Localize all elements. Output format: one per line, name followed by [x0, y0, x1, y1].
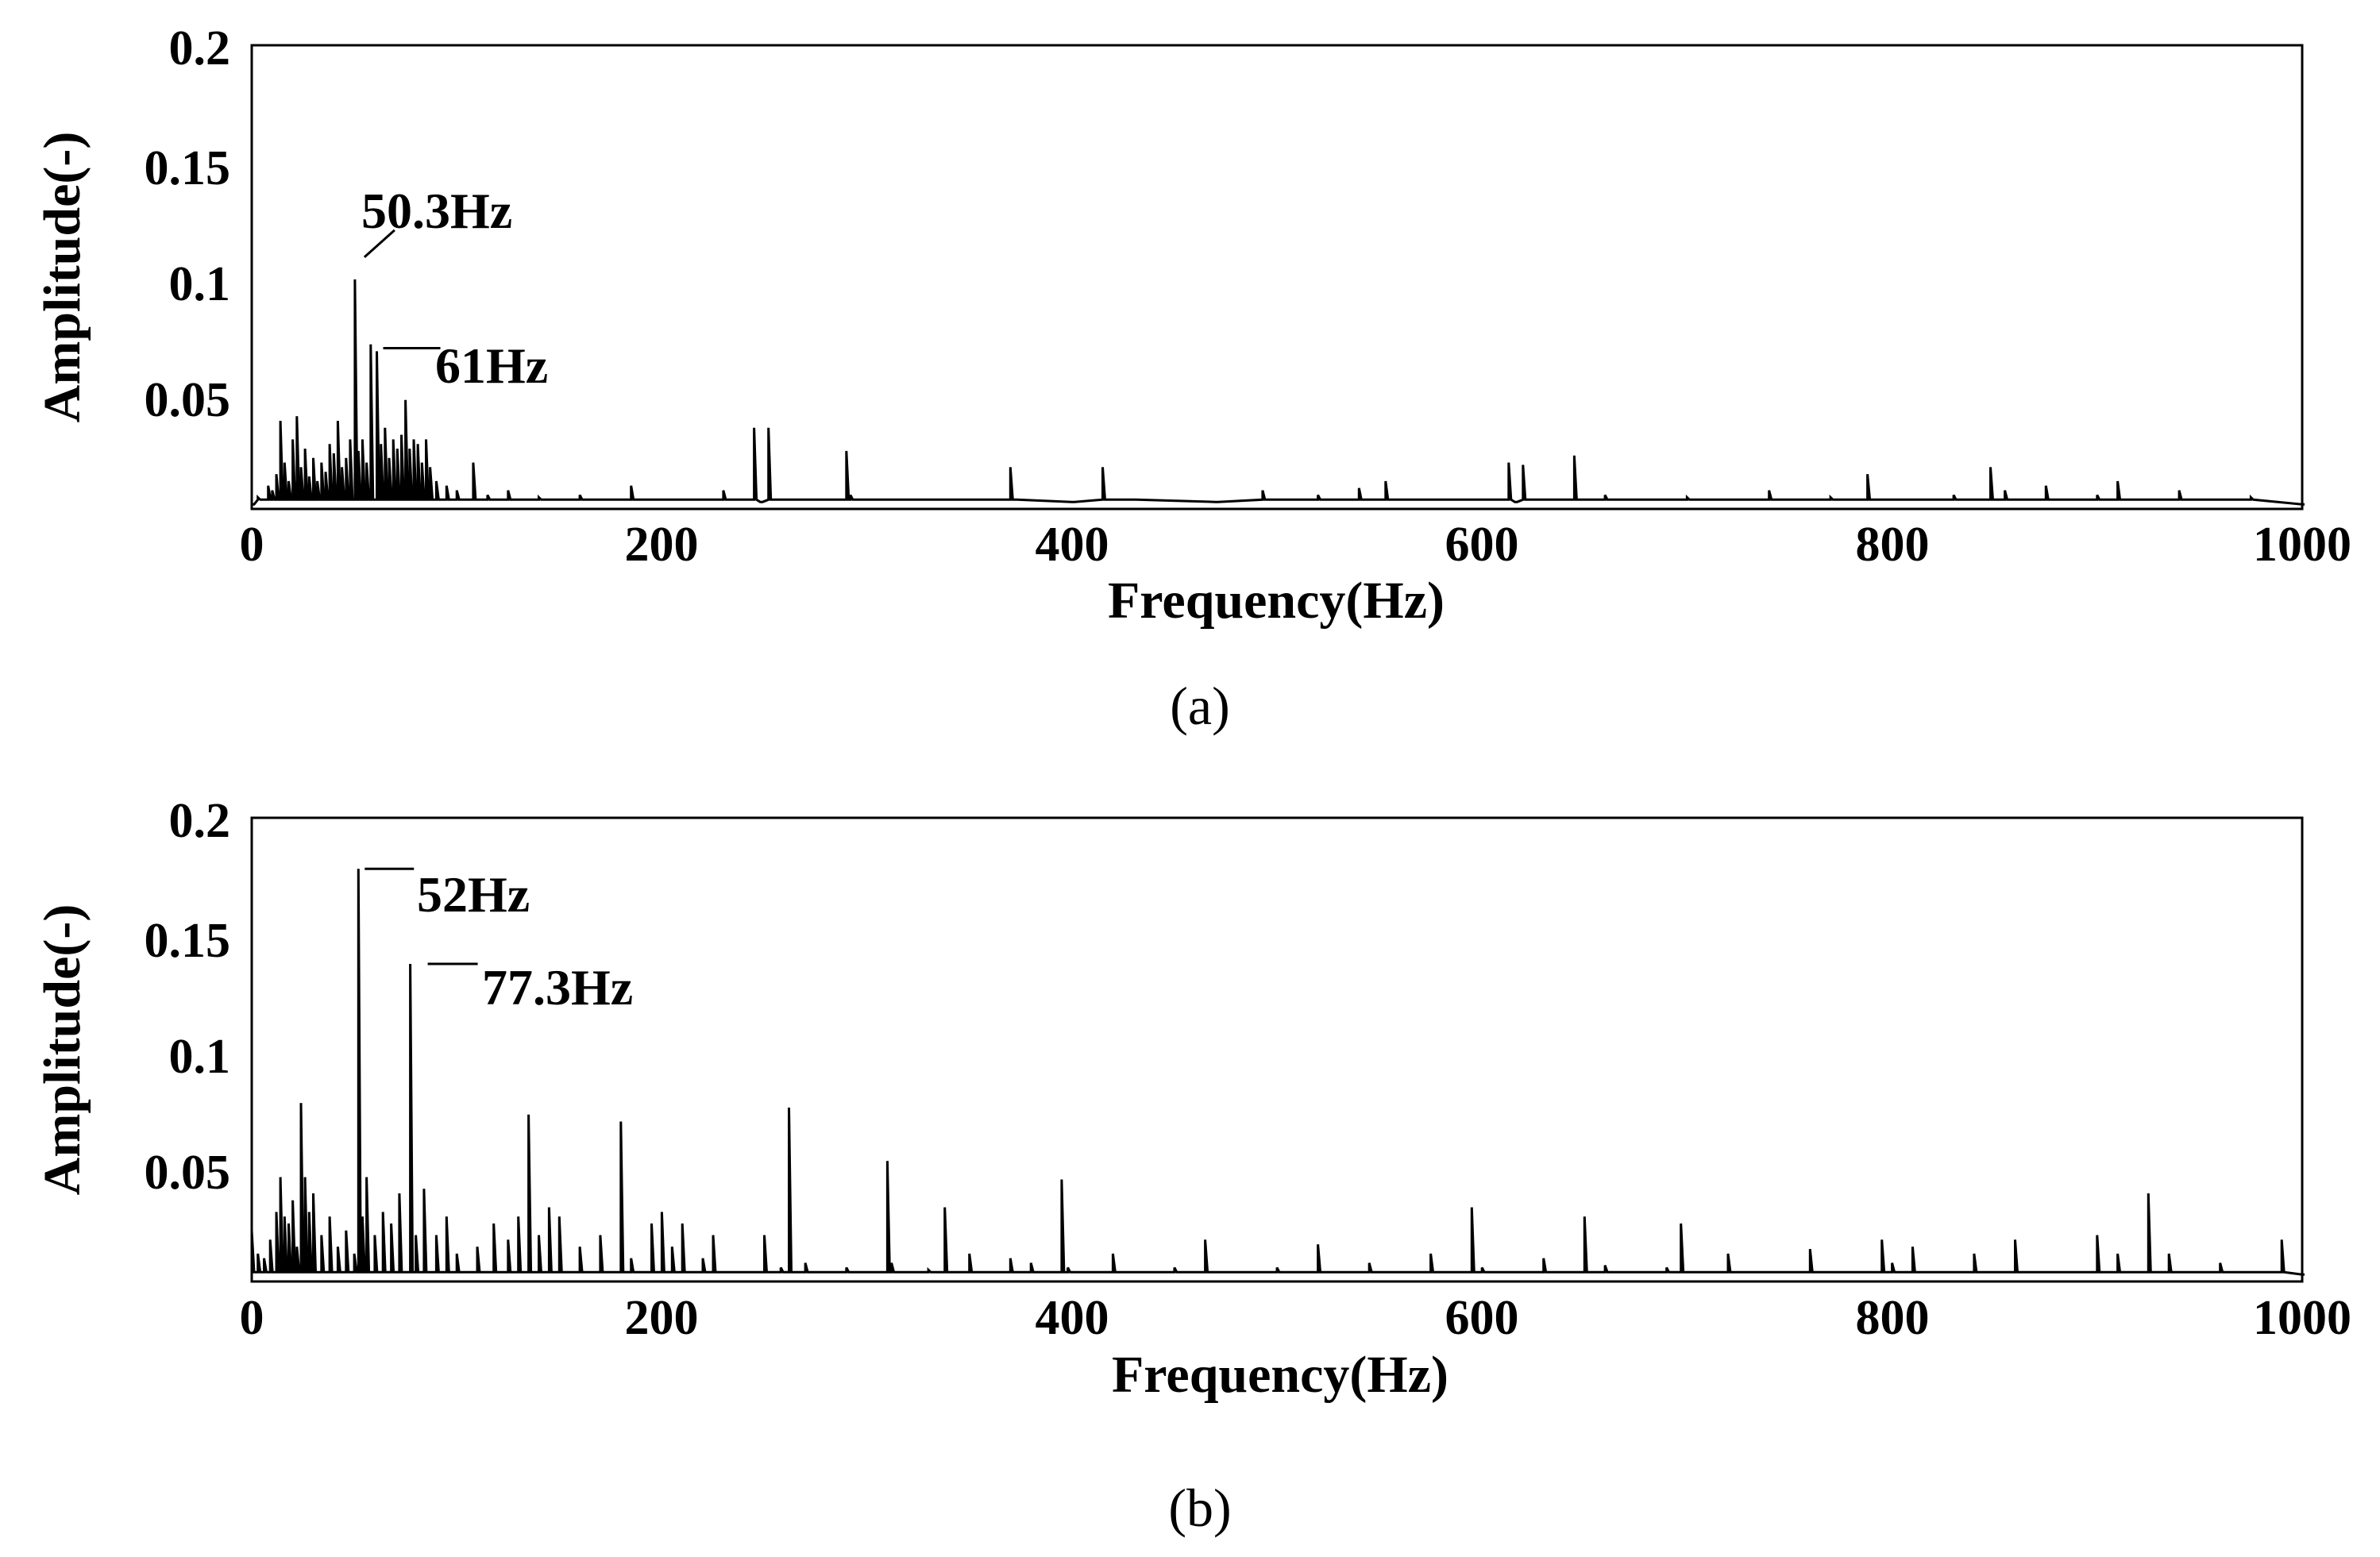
chart-panel-b: 0.05 0.1 0.15 0.2 0 200 400 600 800 1000… [33, 794, 2351, 1538]
y-tick-label: 0.15 [145, 914, 231, 968]
x-tick-label: 800 [1856, 518, 1930, 572]
peak-label-50-3hz: 50.3Hz [361, 183, 512, 239]
x-tick-label: 1000 [2253, 518, 2351, 572]
x-ticks-a: 0 200 400 600 800 1000 [240, 518, 2352, 572]
y-tick-label: 0.2 [169, 794, 231, 848]
y-ticks-b: 0.05 0.1 0.15 0.2 [145, 794, 231, 1200]
x-tick-label: 600 [1445, 518, 1519, 572]
plot-frame-b [250, 816, 2304, 1283]
chart-panel-a: 0.05 0.1 0.15 0.2 0 200 400 600 800 1000… [33, 21, 2351, 736]
y-tick-label: 0.05 [145, 1146, 231, 1200]
x-tick-label: 800 [1856, 1291, 1930, 1345]
x-tick-label: 0 [240, 1291, 264, 1345]
x-axis-label-b: Frequency(Hz) [1112, 1346, 1448, 1404]
y-tick-label: 0.05 [145, 373, 231, 427]
plot-frame-a [250, 44, 2304, 511]
x-ticks-b: 0 200 400 600 800 1000 [240, 1291, 2352, 1345]
y-tick-label: 0.2 [169, 21, 231, 75]
y-tick-label: 0.15 [145, 141, 231, 195]
x-tick-label: 400 [1036, 518, 1109, 572]
x-axis-label-a: Frequency(Hz) [1108, 572, 1445, 630]
annotation-leader-a-1 [363, 229, 395, 259]
x-tick-label: 200 [625, 1291, 699, 1345]
y-tick-label: 0.1 [169, 1030, 231, 1084]
panel-label-a: (a) [1170, 676, 1229, 736]
y-axis-label-a: Amplitude(-) [33, 132, 91, 423]
x-tick-label: 600 [1445, 1291, 1519, 1345]
peak-label-77-3hz: 77.3Hz [482, 959, 633, 1016]
peak-label-61hz: 61Hz [435, 337, 548, 394]
x-tick-label: 0 [240, 518, 264, 572]
panel-label-b: (b) [1168, 1478, 1231, 1538]
y-axis-label-b: Amplitude(-) [33, 904, 91, 1196]
x-tick-label: 200 [625, 518, 699, 572]
spectrum-line-b [250, 869, 2305, 1276]
y-tick-label: 0.1 [169, 257, 231, 311]
peak-label-52hz: 52Hz [417, 866, 530, 923]
spectrum-line-a [252, 279, 2305, 506]
x-tick-label: 400 [1036, 1291, 1109, 1345]
x-tick-label: 1000 [2253, 1291, 2351, 1345]
y-ticks-a: 0.05 0.1 0.15 0.2 [145, 21, 231, 427]
